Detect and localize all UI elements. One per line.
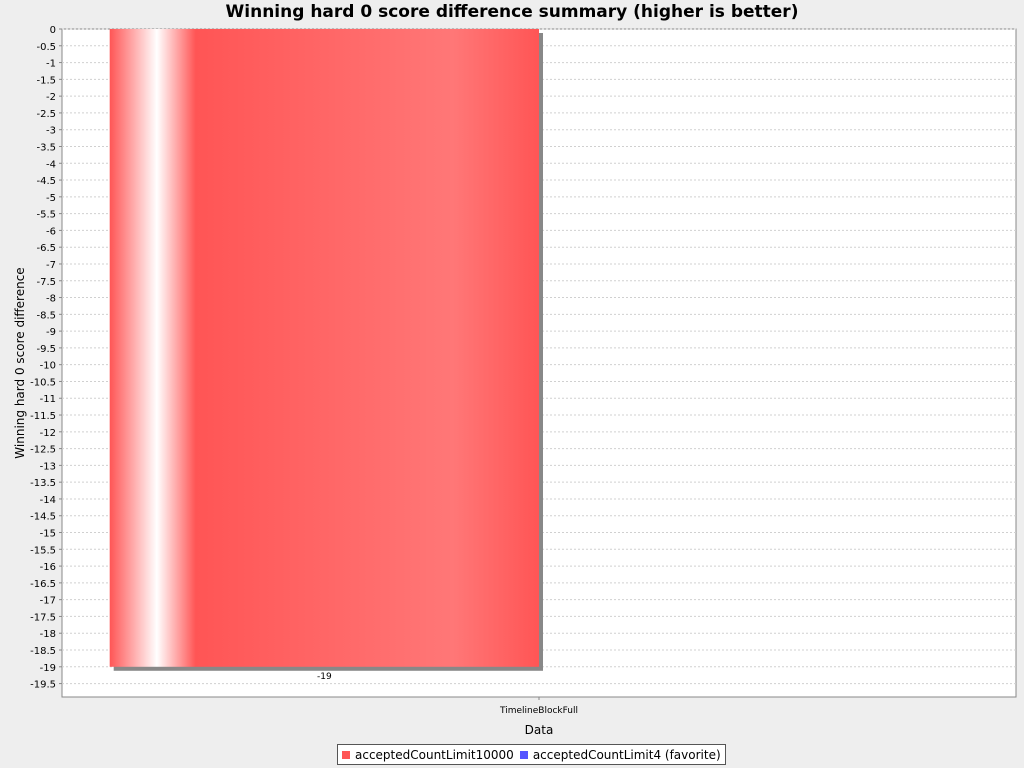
y-tick-label: -18: [40, 629, 56, 640]
y-tick-label: -16.5: [30, 579, 56, 590]
y-tick-label: -6.5: [36, 243, 56, 254]
y-tick-label: -9.5: [36, 344, 56, 355]
y-tick-label: -7: [46, 260, 56, 271]
y-tick-label: -12: [40, 428, 56, 439]
y-tick-label: -5.5: [36, 210, 56, 221]
y-axis-label: Winning hard 0 score difference: [13, 267, 27, 458]
legend-label-1: acceptedCountLimit4 (favorite): [532, 747, 721, 762]
y-tick-label: -18.5: [30, 646, 56, 657]
y-tick-label: -4.5: [36, 176, 56, 187]
y-tick-label: 0: [50, 25, 56, 36]
y-tick-label: -8: [46, 294, 56, 305]
y-tick-label: -10: [40, 361, 56, 372]
y-tick-label: -1: [46, 59, 56, 70]
y-tick-label: -17.5: [30, 612, 56, 623]
y-tick-label: -5: [46, 193, 56, 204]
bar: [109, 29, 539, 667]
y-tick-label: -13: [40, 461, 56, 472]
y-tick-label: -15: [40, 529, 56, 540]
y-tick-label: -15.5: [30, 545, 56, 556]
y-tick-label: -3: [46, 126, 56, 137]
y-tick-label: -6: [46, 226, 56, 237]
y-tick-label: -0.5: [36, 42, 56, 53]
chart-title: Winning hard 0 score difference summary …: [225, 2, 799, 22]
y-tick-label: -8.5: [36, 310, 56, 321]
y-tick-label: -2: [46, 92, 56, 103]
x-axis-label: Data: [525, 723, 554, 737]
legend-label-0: acceptedCountLimit10000: [355, 747, 514, 762]
y-tick-label: -3.5: [36, 142, 56, 153]
y-tick-label: -14: [40, 495, 56, 506]
y-tick-label: -7.5: [36, 277, 56, 288]
legend-swatch-0: [342, 750, 350, 759]
y-tick-label: -19.5: [30, 680, 56, 691]
y-tick-label: -2.5: [36, 109, 56, 120]
y-tick-label: -19: [40, 663, 56, 674]
y-tick-label: -9: [46, 327, 56, 338]
y-tick-label: -17: [40, 596, 56, 607]
x-tick-label: TimelineBlockFull: [499, 706, 578, 716]
y-tick-label: -16: [40, 562, 56, 573]
y-tick-label: -12.5: [30, 445, 56, 456]
y-tick-label: -11: [40, 394, 56, 405]
y-tick-label: -13.5: [30, 478, 56, 489]
y-tick-label: -11.5: [30, 411, 56, 422]
bar-data-label: -19: [317, 672, 332, 682]
y-tick-label: -1.5: [36, 75, 56, 86]
legend-item-1: acceptedCountLimit4 (favorite): [519, 747, 721, 762]
y-tick-label: -4: [46, 159, 56, 170]
x-axis: TimelineBlockFull: [499, 697, 578, 716]
legend-item-0: acceptedCountLimit10000: [342, 748, 514, 762]
legend-swatch-1: [519, 750, 528, 759]
legend: acceptedCountLimit10000 acceptedCountLim…: [337, 744, 726, 765]
y-tick-label: -10.5: [30, 377, 56, 388]
y-axis-ticks: 0 -0.5 -1 -1.5 -2 -2.5 -3 -3.5 -4 -4.5 -5 -5.5 -6 -6.…: [30, 25, 62, 691]
y-tick-label: -14.5: [30, 512, 56, 523]
bars: -19: [109, 29, 543, 682]
